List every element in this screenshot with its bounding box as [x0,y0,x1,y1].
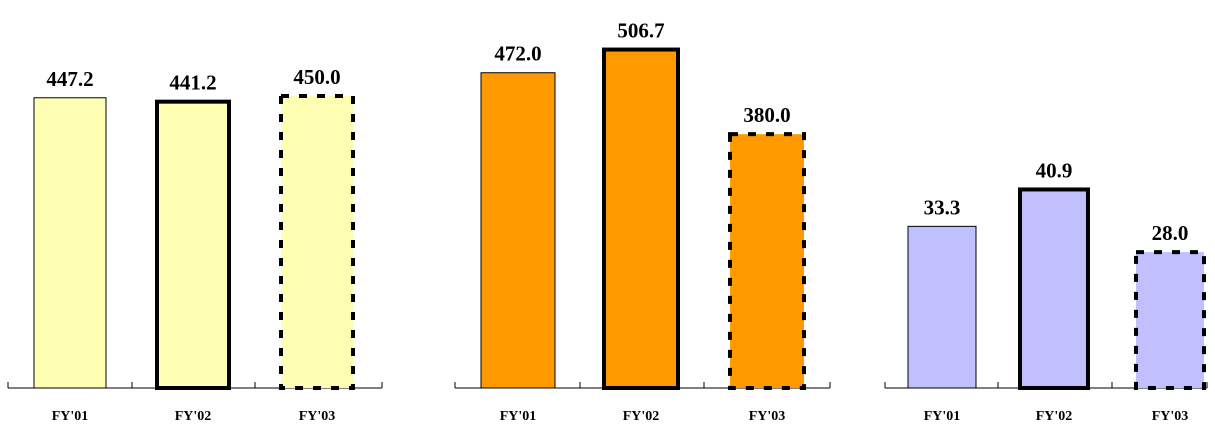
x-tick-label: FY'03 [749,409,786,424]
data-label: 380.0 [743,103,790,127]
x-tick-label: FY'01 [500,409,537,424]
bar-fy01 [907,225,977,389]
bar-fy03 [728,132,806,390]
x-tick-label: FY'02 [1036,409,1073,424]
x-tick-label: FY'02 [623,409,660,424]
x-tick-label: FY'01 [924,409,961,424]
bar-fy02 [602,47,680,391]
data-label: 28.0 [1152,221,1189,245]
chart-1: 447.2 FY'01 441.2 FY'02 450.0 FY'03 [7,65,383,424]
bar-fy01 [33,97,107,389]
data-label: 506.7 [617,19,664,43]
bar-fy03 [1134,250,1206,390]
bar-fy03 [279,93,355,390]
data-label: 447.2 [46,67,93,91]
x-tick-label: FY'02 [175,409,212,424]
chart-2: 472.0 FY'01 506.7 FY'02 380.0 FY'03 [454,19,831,424]
data-label: 450.0 [293,65,340,89]
data-label: 441.2 [169,71,216,95]
data-label: 40.9 [1036,158,1073,182]
data-label: 472.0 [494,42,541,66]
x-tick-label: FY'03 [1152,409,1189,424]
bar-fy02 [1018,187,1090,390]
chart-3: 33.3 FY'01 40.9 FY'02 28.0 FY'03 [884,158,1208,424]
data-label: 33.3 [924,195,961,219]
bar-fy01 [480,72,556,389]
x-tick-label: FY'03 [299,409,336,424]
bar-fy02 [155,99,231,391]
x-tick-label: FY'01 [52,409,89,424]
